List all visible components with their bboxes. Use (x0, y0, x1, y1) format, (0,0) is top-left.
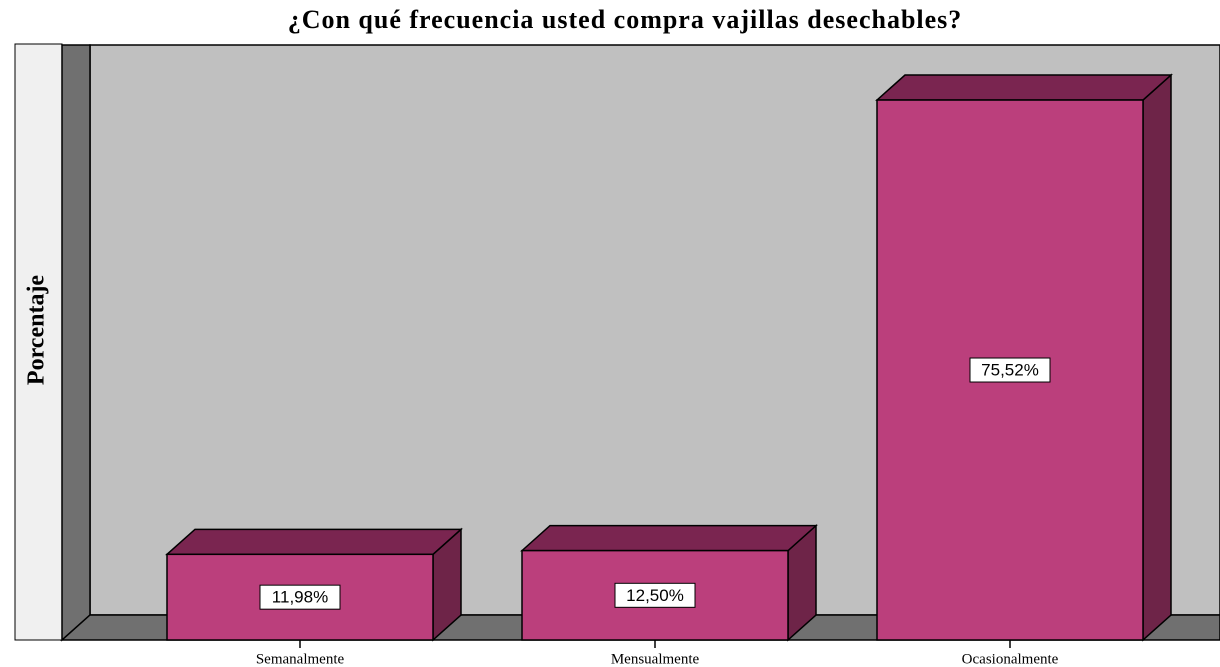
value-label: 12,50% (626, 586, 684, 605)
axis-title-panel (14, 43, 63, 641)
chart-title: ¿Con qué frecuencia usted compra vajilla… (288, 5, 963, 34)
bar-side (1142, 73, 1172, 642)
x-tick-label: Ocasionalmente (962, 651, 1059, 667)
bar-top (520, 524, 818, 552)
x-tick-label: Mensualmente (611, 651, 700, 667)
value-label: 75,52% (981, 361, 1039, 380)
bar-top (875, 74, 1173, 101)
side-wall (61, 44, 91, 642)
value-label-box (969, 357, 1051, 383)
value-label-box (259, 584, 341, 610)
value-label-box (614, 582, 696, 608)
bar-top (165, 528, 463, 556)
value-label: 11,98% (272, 588, 328, 607)
y-axis-title: Porcentaje (24, 275, 50, 386)
x-tick-label: Semanalmente (256, 651, 345, 667)
